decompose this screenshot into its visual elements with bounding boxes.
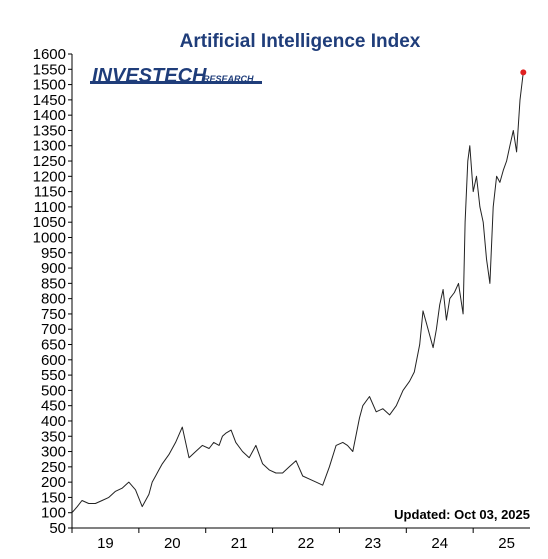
y-tick-label: 250 <box>41 459 66 476</box>
y-tick-label: 500 <box>41 382 66 399</box>
y-tick-label: 200 <box>41 474 66 491</box>
y-tick-label: 1600 <box>33 46 66 63</box>
y-tick-label: 900 <box>41 260 66 277</box>
y-tick-label: 1550 <box>33 61 66 78</box>
updated-label: Updated: Oct 03, 2025 <box>394 507 530 522</box>
logo-subtitle: RESEARCH <box>203 74 254 84</box>
x-tick-label: 22 <box>298 535 315 552</box>
y-tick-label: 650 <box>41 337 66 354</box>
y-tick-label: 600 <box>41 352 66 369</box>
series-line <box>71 72 524 514</box>
y-tick-label: 1400 <box>33 107 66 124</box>
y-tick-label: 750 <box>41 306 66 323</box>
y-tick-label: 100 <box>41 505 66 522</box>
logo-underline <box>90 81 262 84</box>
y-tick-label: 550 <box>41 367 66 384</box>
x-tick-label: 24 <box>431 535 448 552</box>
y-tick-label: 950 <box>41 245 66 262</box>
y-tick-label: 350 <box>41 428 66 445</box>
chart-title: Artificial Intelligence Index <box>180 31 421 52</box>
y-tick-label: 1150 <box>34 184 66 201</box>
y-tick-label: 400 <box>41 413 66 430</box>
x-tick-label: 21 <box>231 535 248 552</box>
y-tick-label: 1350 <box>33 122 66 139</box>
x-tick-label: 19 <box>97 535 114 552</box>
x-axis-ticks: 19 20 21 22 23 24 25 <box>71 528 515 552</box>
x-tick-label: 20 <box>164 535 181 552</box>
logo-wordmark: INVESTECH <box>92 65 207 87</box>
y-tick-label: 800 <box>41 291 66 308</box>
investech-logo: INVESTECH RESEARCH <box>90 65 262 87</box>
y-tick-label: 1500 <box>33 77 66 94</box>
y-tick-label: 850 <box>41 275 66 292</box>
y-tick-label: 1450 <box>33 92 66 109</box>
y-tick-label: 1100 <box>34 199 66 216</box>
y-tick-label: 300 <box>41 444 66 461</box>
axes <box>71 54 530 529</box>
last-value-marker <box>520 69 527 76</box>
y-tick-label: 50 <box>49 520 66 537</box>
series-group <box>71 69 527 514</box>
y-tick-label: 1050 <box>33 214 66 231</box>
y-tick-label: 1200 <box>33 168 66 185</box>
y-tick-label: 1300 <box>33 138 66 155</box>
x-tick-label: 23 <box>365 535 382 552</box>
y-tick-label: 1250 <box>33 153 66 170</box>
x-tick-label: 25 <box>498 535 515 552</box>
y-tick-label: 150 <box>41 489 66 506</box>
y-axis-ticks: 5010015020025030035040045050055060065070… <box>33 46 72 537</box>
y-tick-label: 700 <box>41 321 66 338</box>
y-tick-label: 450 <box>41 398 66 415</box>
y-tick-label: 1000 <box>33 229 66 246</box>
